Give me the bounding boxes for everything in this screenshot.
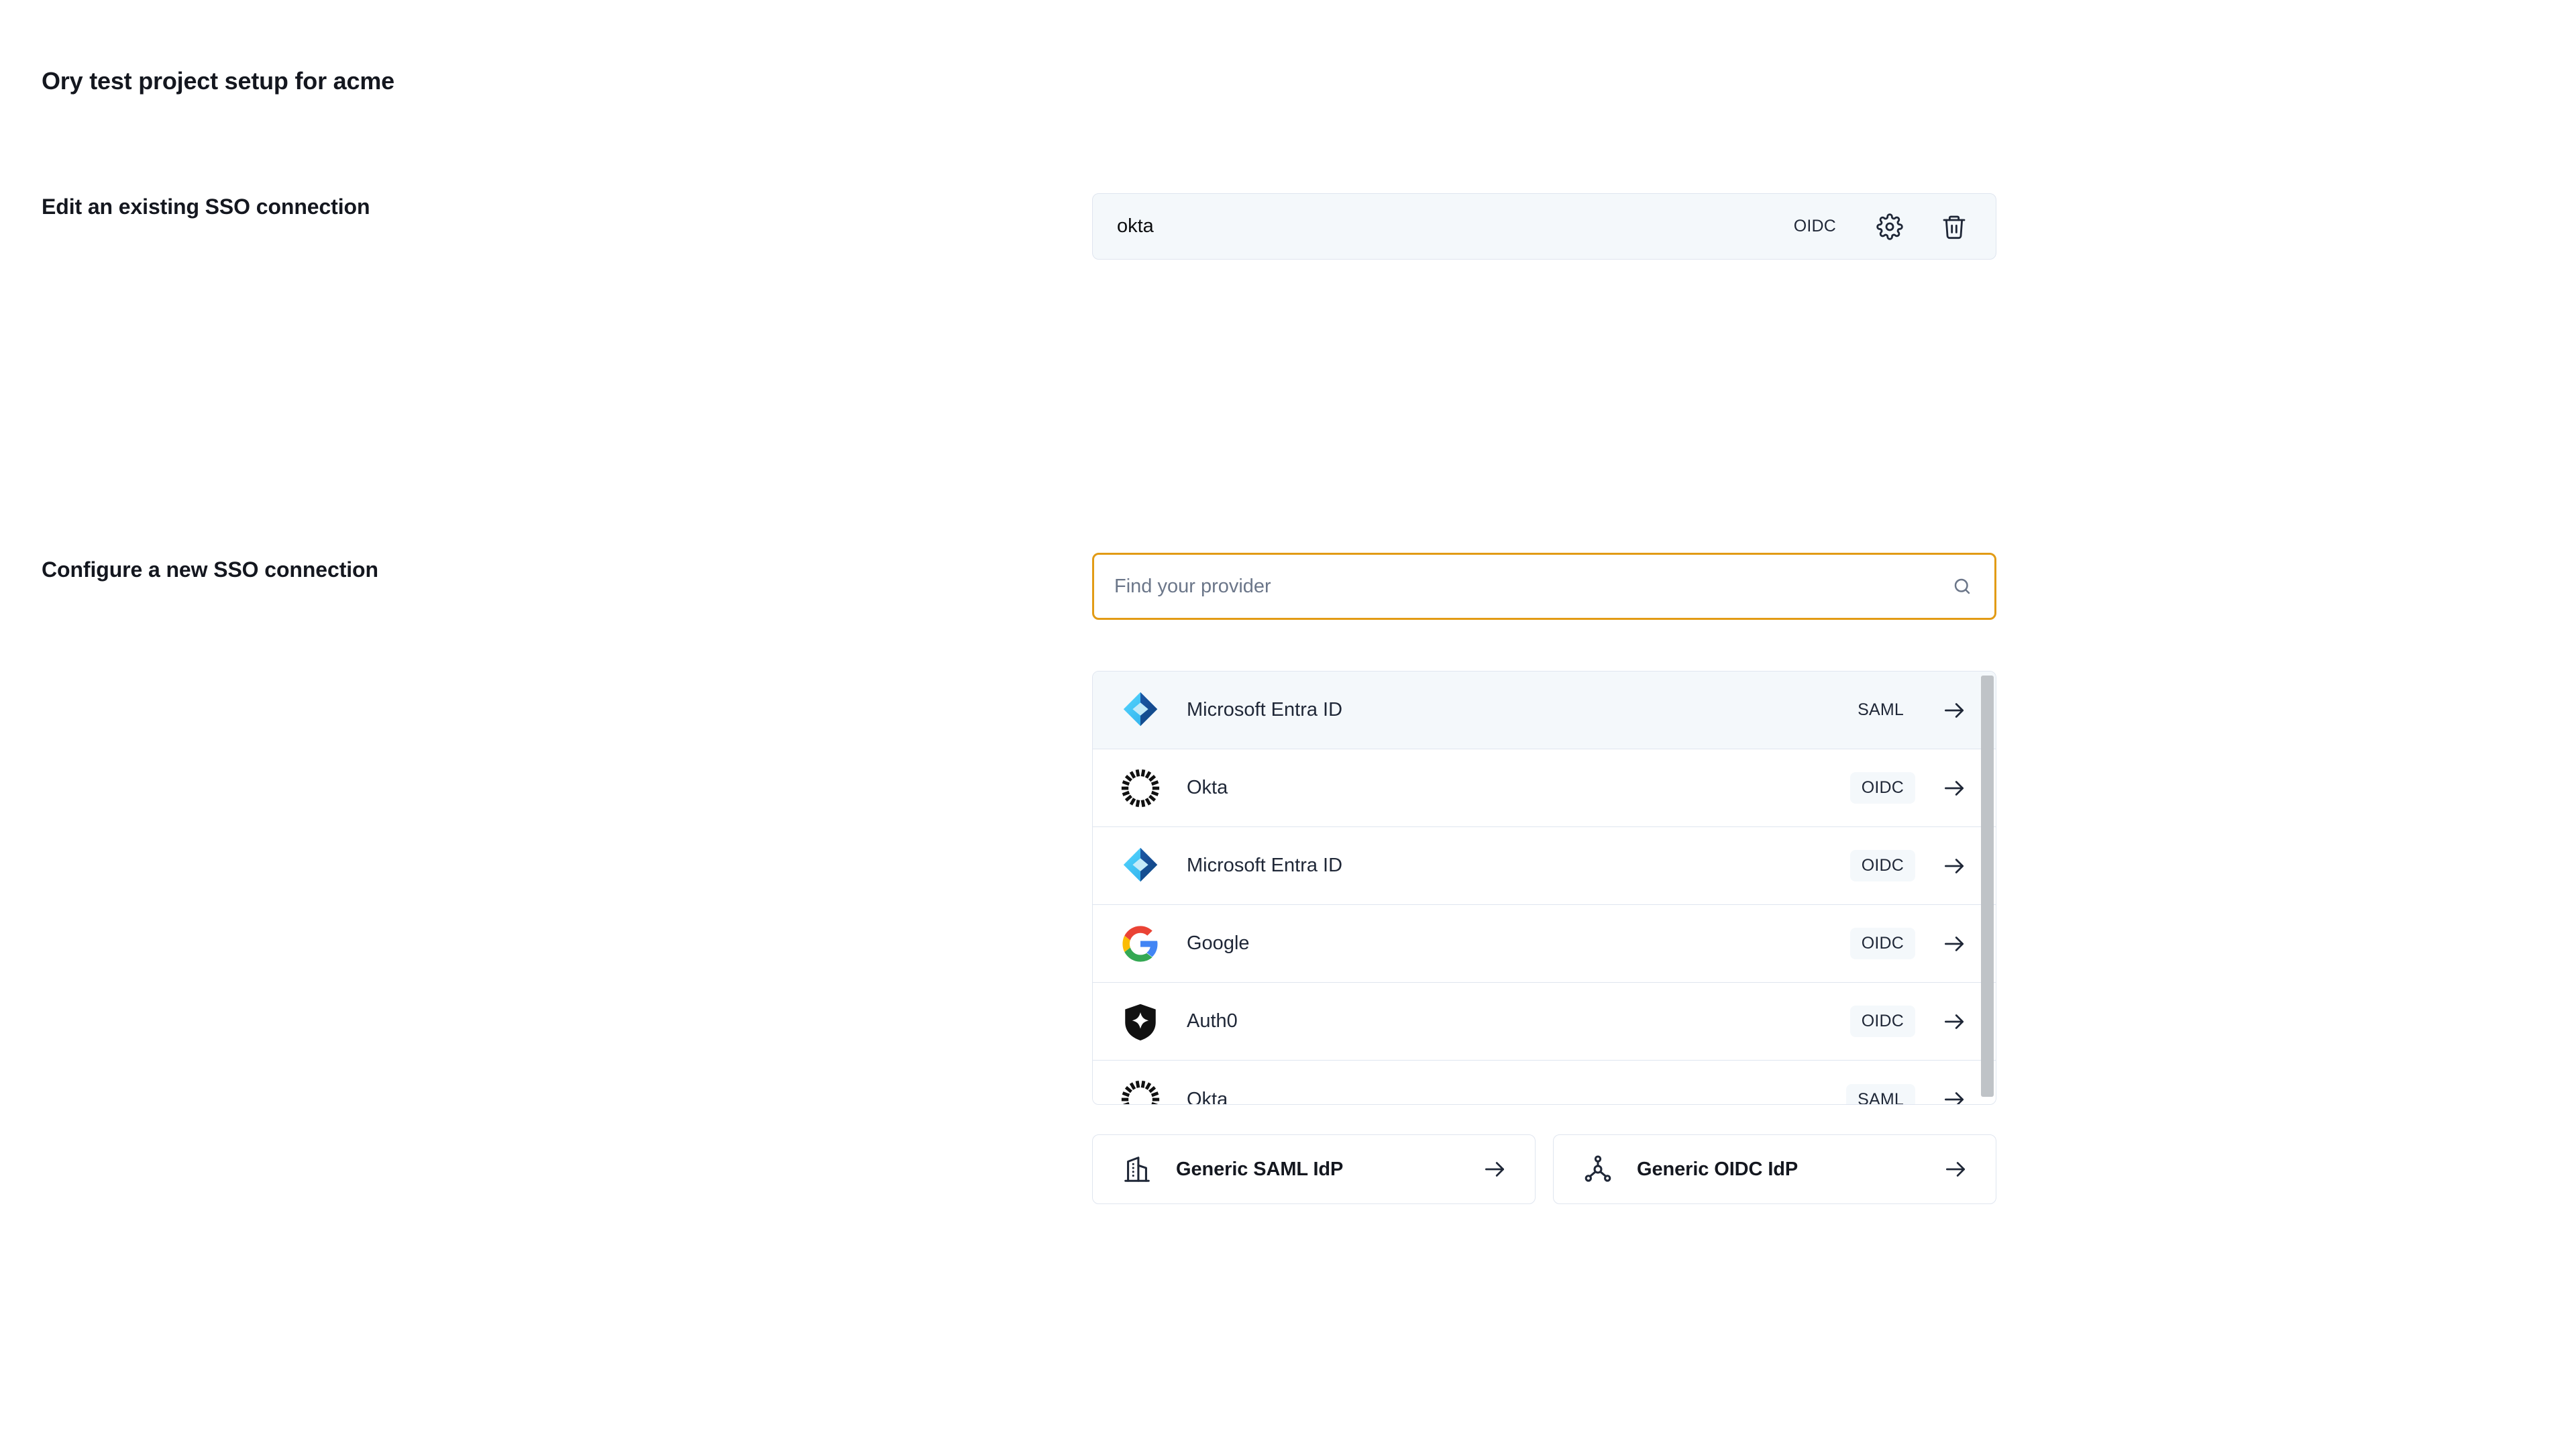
arrow-right-icon[interactable]: [1935, 769, 1973, 807]
existing-connection-name: okta: [1117, 215, 1154, 237]
provider-protocol-badge: OIDC: [1849, 1006, 1915, 1037]
provider-row[interactable]: Microsoft Entra ID OIDC: [1093, 827, 1996, 905]
provider-row[interactable]: Google OIDC: [1093, 905, 1996, 983]
provider-row[interactable]: Okta OIDC: [1093, 749, 1996, 827]
okta-logo: [1117, 1076, 1164, 1104]
generic-saml-idp-button[interactable]: Generic SAML IdP: [1092, 1134, 1536, 1204]
provider-list: Microsoft Entra ID SAML Okta OIDC Microsoft…: [1092, 671, 1996, 1105]
provider-list-scroll-area: Microsoft Entra ID SAML Okta OIDC Microsoft…: [1093, 672, 1996, 1104]
provider-protocol-badge: OIDC: [1849, 850, 1915, 881]
generic-saml-idp-label: Generic SAML IdP: [1176, 1158, 1344, 1180]
provider-protocol-badge: OIDC: [1849, 772, 1915, 804]
arrow-right-icon: [1937, 1150, 1974, 1188]
arrow-right-icon[interactable]: [1935, 925, 1973, 963]
generic-oidc-idp-button[interactable]: Generic OIDC IdP: [1553, 1134, 1996, 1204]
provider-row[interactable]: Auth0 OIDC: [1093, 983, 1996, 1061]
arrow-right-icon: [1476, 1150, 1513, 1188]
provider-search-field[interactable]: [1092, 553, 1996, 620]
arrow-right-icon[interactable]: [1935, 847, 1973, 885]
microsoft-entra-id-logo: [1117, 843, 1164, 890]
provider-name: Microsoft Entra ID: [1187, 855, 1343, 876]
provider-name: Auth0: [1187, 1010, 1238, 1032]
existing-connection-card[interactable]: okta OIDC: [1092, 193, 1996, 260]
provider-name: Okta: [1187, 777, 1228, 798]
provider-name: Google: [1187, 932, 1250, 954]
trash-icon[interactable]: [1935, 208, 1973, 246]
provider-list-scrollbar[interactable]: [1981, 676, 1994, 1097]
arrow-right-icon[interactable]: [1935, 692, 1973, 729]
building-icon: [1116, 1148, 1159, 1191]
generic-oidc-idp-label: Generic OIDC IdP: [1637, 1158, 1799, 1180]
search-input[interactable]: [1114, 575, 1947, 598]
provider-name: Microsoft Entra ID: [1187, 699, 1343, 720]
configure-new-section-label: Configure a new SSO connection: [42, 557, 378, 582]
provider-name: Okta: [1187, 1088, 1228, 1105]
existing-connection-protocol-badge: OIDC: [1793, 217, 1836, 235]
provider-row[interactable]: Microsoft Entra ID SAML: [1093, 672, 1996, 749]
network-nodes-icon: [1576, 1148, 1619, 1191]
arrow-right-icon[interactable]: [1935, 1081, 1973, 1104]
edit-existing-section-label: Edit an existing SSO connection: [42, 195, 370, 219]
arrow-right-icon[interactable]: [1935, 1003, 1973, 1040]
provider-protocol-badge: SAML: [1846, 1083, 1915, 1104]
okta-logo: [1117, 765, 1164, 812]
gear-icon[interactable]: [1871, 208, 1909, 246]
auth0-logo: [1117, 998, 1164, 1045]
microsoft-entra-id-logo: [1117, 687, 1164, 734]
page-title: Ory test project setup for acme: [42, 67, 394, 95]
provider-protocol-badge: SAML: [1858, 700, 1904, 719]
search-icon[interactable]: [1947, 572, 1977, 601]
provider-row[interactable]: Okta SAML: [1093, 1061, 1996, 1104]
google-logo: [1117, 920, 1164, 967]
provider-protocol-badge: OIDC: [1849, 928, 1915, 959]
